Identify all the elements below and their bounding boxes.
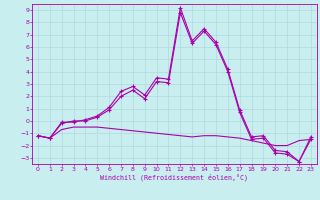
X-axis label: Windchill (Refroidissement éolien,°C): Windchill (Refroidissement éolien,°C) [100, 173, 248, 181]
